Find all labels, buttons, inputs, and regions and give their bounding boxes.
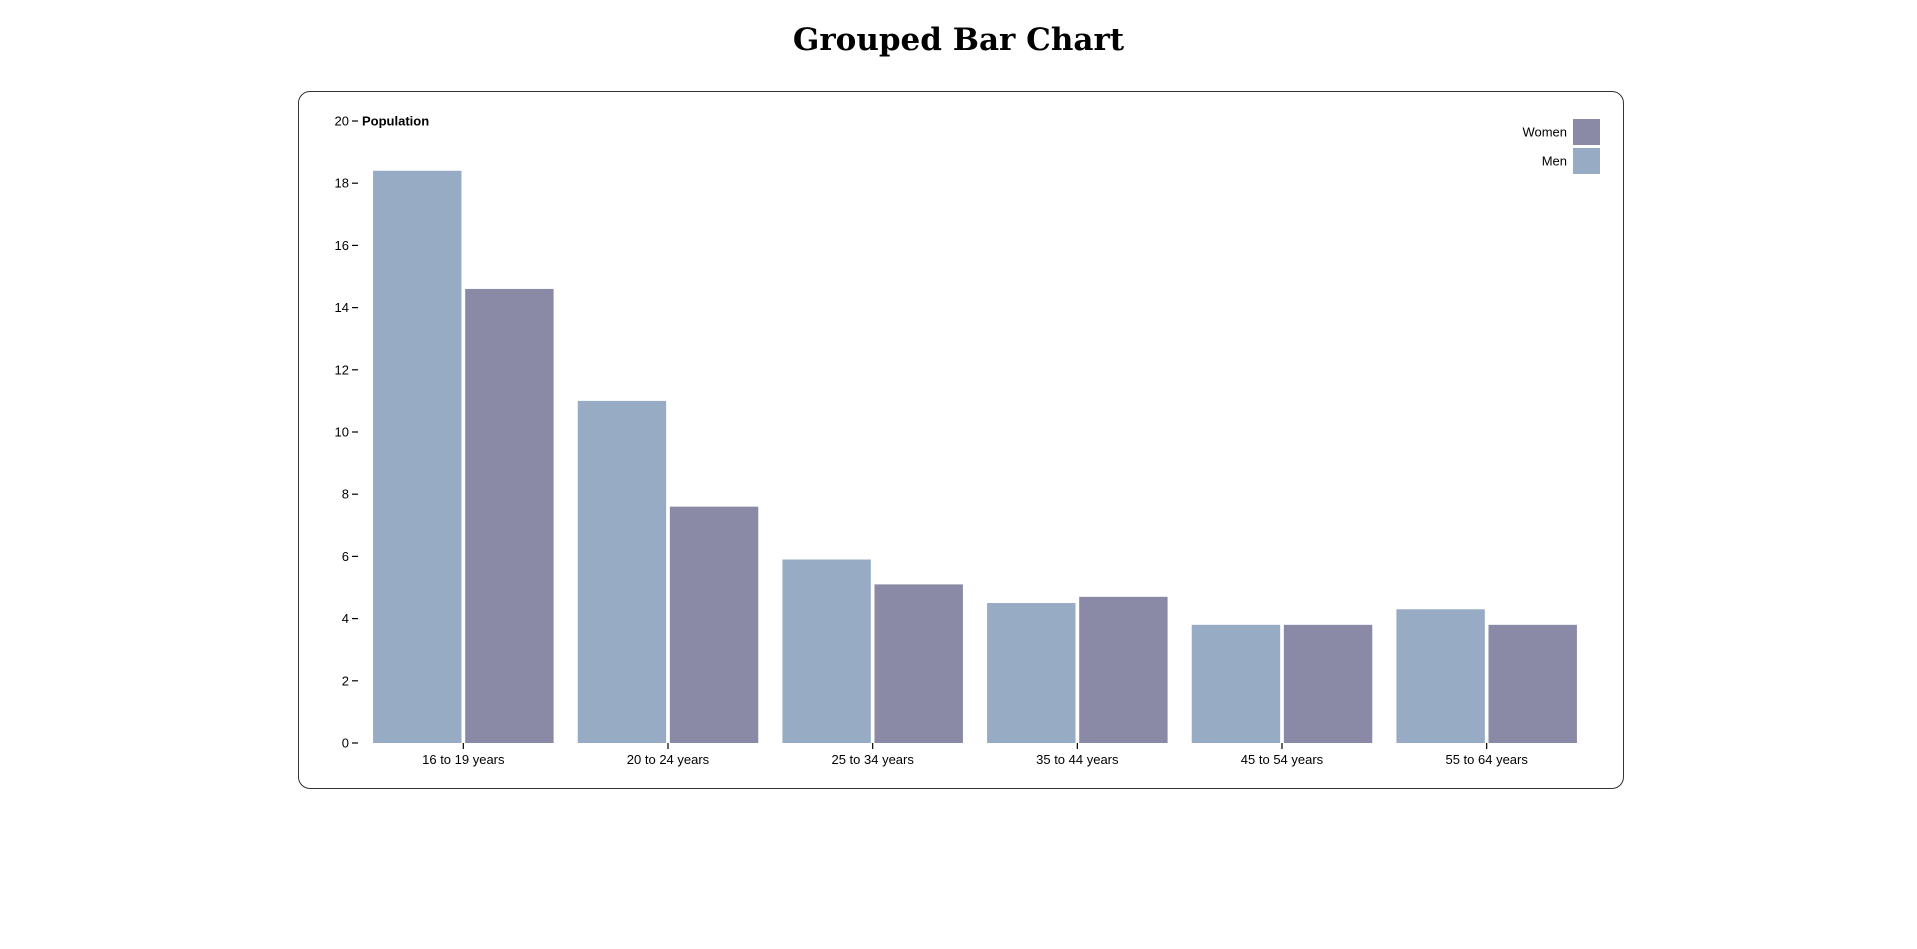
- y-tick-label: 6: [342, 549, 349, 564]
- bar: [874, 584, 963, 743]
- y-tick-label: 8: [342, 487, 349, 502]
- bar: [465, 288, 554, 743]
- x-tick-label: 55 to 64 years: [1445, 752, 1528, 767]
- bar: [1191, 624, 1281, 743]
- bar: [1079, 596, 1168, 743]
- legend-swatch: [1573, 148, 1600, 174]
- x-tick-label: 35 to 44 years: [1036, 752, 1119, 767]
- bars: [373, 170, 1577, 743]
- y-tick-label: 2: [342, 673, 349, 688]
- bar: [373, 170, 462, 743]
- y-tick-label: 10: [335, 425, 349, 440]
- legend-label: Women: [1522, 125, 1567, 140]
- y-tick-label: 16: [335, 238, 349, 253]
- x-axis: 16 to 19 years 20 to 24 years 25 to 34 yea…: [422, 743, 1528, 767]
- legend: Women Men: [1522, 119, 1600, 174]
- bar: [1283, 624, 1373, 743]
- grouped-bar-chart: 0 2 4 6 8 10 12 14 16 18 20 Population 16 to 19 yea…: [335, 114, 1600, 767]
- bar: [782, 559, 871, 743]
- y-axis: 0 2 4 6 8 10 12 14 16 18 20 Population: [335, 114, 430, 751]
- y-tick-label: 4: [342, 611, 349, 626]
- y-tick-label: 12: [335, 362, 349, 377]
- bar: [1488, 624, 1577, 743]
- y-tick-label: 0: [342, 736, 349, 751]
- page-title: Grouped Bar Chart: [792, 22, 1125, 58]
- bar: [577, 400, 667, 743]
- chart-card: 0 2 4 6 8 10 12 14 16 18 20 Population 16 to 19 yea…: [298, 91, 1624, 789]
- x-tick-label: 20 to 24 years: [627, 752, 710, 767]
- bar: [987, 603, 1076, 743]
- x-tick-label: 45 to 54 years: [1241, 752, 1324, 767]
- y-tick-label: 14: [335, 300, 349, 315]
- y-axis-label: Population: [362, 114, 429, 129]
- y-tick-label: 20: [335, 114, 349, 129]
- x-tick-label: 16 to 19 years: [422, 752, 505, 767]
- bar: [669, 506, 759, 743]
- legend-swatch: [1573, 119, 1600, 145]
- legend-label: Men: [1542, 154, 1567, 169]
- bar: [1396, 609, 1485, 743]
- x-tick-label: 25 to 34 years: [831, 752, 914, 767]
- y-tick-label: 18: [335, 176, 349, 191]
